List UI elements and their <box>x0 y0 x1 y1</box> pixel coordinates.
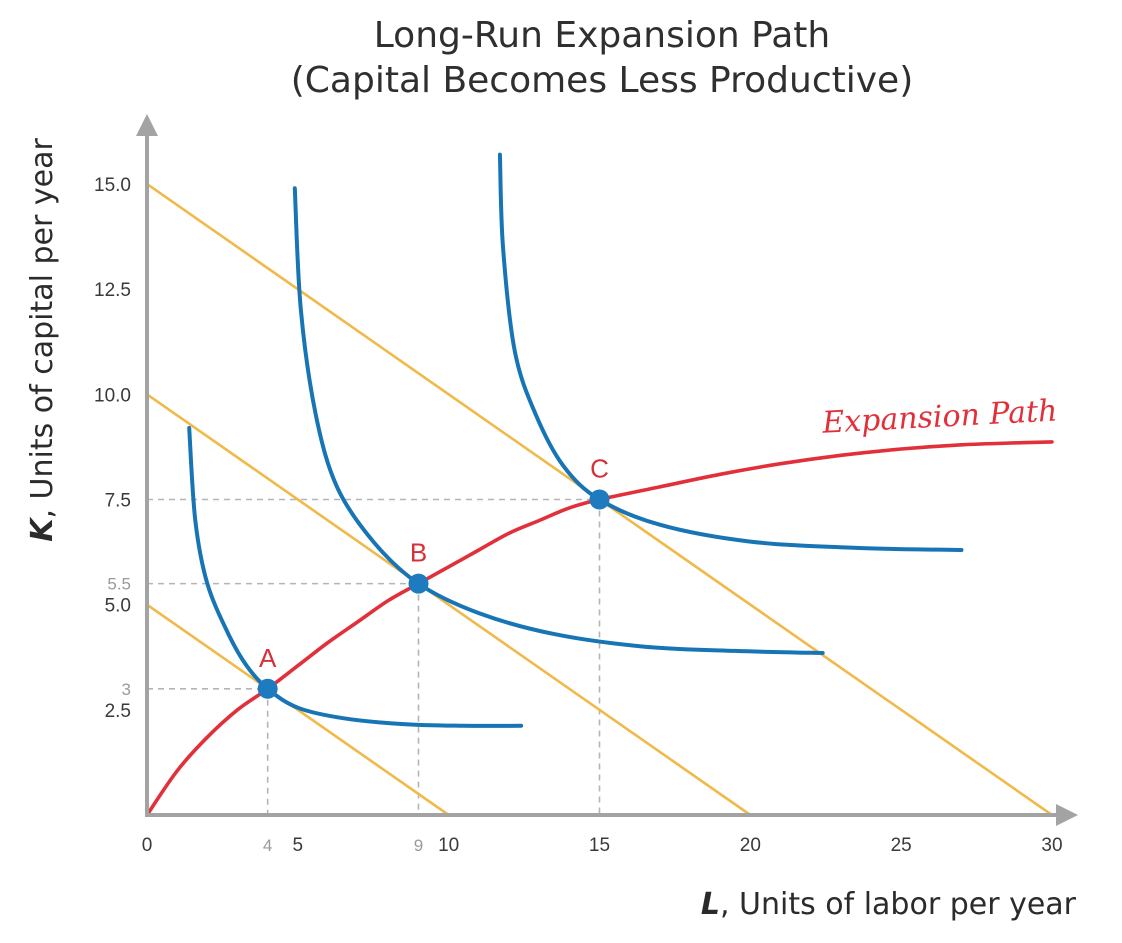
y-axis-arrow-icon <box>136 114 158 136</box>
point-label-A: A <box>259 643 277 673</box>
y-tick-label-minor: 5.5 <box>107 575 131 594</box>
point-B <box>408 573 429 594</box>
chart-title-line1: Long-Run Expansion Path <box>374 15 831 56</box>
x-axis-label-rest: , Units of labor per year <box>720 887 1077 922</box>
y-tick-label-minor: 3 <box>122 680 131 699</box>
isocost-line-2 <box>148 393 752 817</box>
point-A <box>257 678 278 699</box>
y-axis-label-rest: , Units of capital per year <box>25 138 60 519</box>
x-axis-label: L, Units of labor per year <box>701 887 1077 922</box>
point-C <box>589 489 610 510</box>
x-tick-label: 30 <box>1041 835 1062 856</box>
guide-lines <box>147 498 601 815</box>
isoquant-2 <box>292 186 825 655</box>
x-axis-label-var: L <box>701 887 720 922</box>
axes <box>136 114 1078 826</box>
isoquant-curves <box>187 152 964 728</box>
x-tick-label-minor: 4 <box>263 836 272 855</box>
tick-labels: 0 5 10 15 20 25 30 4 9 2.5 5.0 7.5 10.0 12.5 15.0 3 5.5 <box>94 175 1063 856</box>
point-label-B: B <box>410 538 427 568</box>
x-tick-label: 5 <box>293 835 304 856</box>
y-tick-label: 5.0 <box>105 596 131 617</box>
y-axis-label: K, Units of capital per year <box>25 138 60 542</box>
x-tick-label: 20 <box>740 835 761 856</box>
x-axis-arrow-icon <box>1056 804 1078 826</box>
chart-title-line2: (Capital Becomes Less Productive) <box>291 60 914 101</box>
y-tick-label: 2.5 <box>105 701 131 722</box>
expansion-path-label: Expansion Path <box>821 393 1059 440</box>
point-label-C: C <box>590 454 609 484</box>
isoquant-3 <box>497 152 964 552</box>
y-tick-label: 7.5 <box>105 491 131 512</box>
isoquant-1 <box>187 426 524 728</box>
x-tick-label: 0 <box>142 835 153 856</box>
x-tick-label-minor: 9 <box>414 836 423 855</box>
y-axis-label-var: K <box>25 516 60 542</box>
y-tick-label: 12.5 <box>94 280 131 301</box>
x-tick-label: 25 <box>891 835 912 856</box>
y-tick-label: 15.0 <box>94 175 131 196</box>
y-tick-label: 10.0 <box>94 385 131 406</box>
equilibrium-points: A B C <box>257 454 610 699</box>
x-tick-label: 10 <box>438 835 459 856</box>
x-tick-label: 15 <box>589 835 610 856</box>
